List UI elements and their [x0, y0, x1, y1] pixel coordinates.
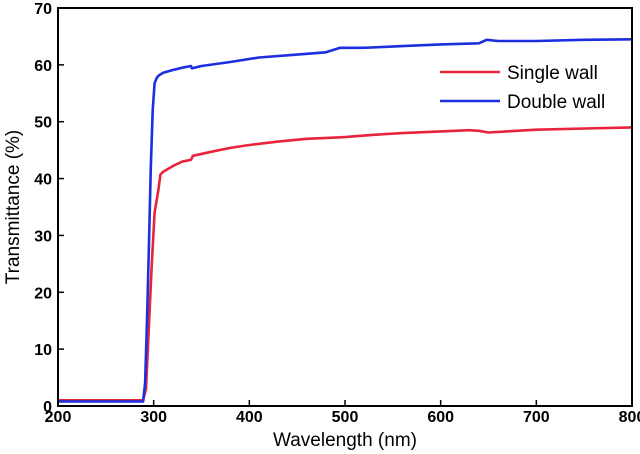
x-axis-title: Wavelength (nm) — [273, 430, 417, 451]
legend: Single wall Double wall — [440, 63, 605, 113]
y-tick-label: 40 — [34, 172, 52, 189]
y-tick-label: 70 — [34, 1, 52, 18]
y-tick-label: 0 — [43, 399, 52, 416]
x-tick-label: 200 — [45, 409, 72, 426]
x-tick-label: 300 — [140, 409, 167, 426]
x-tick-label: 600 — [427, 409, 454, 426]
plot-area — [58, 38, 633, 403]
y-tick-label: 60 — [34, 58, 52, 75]
y-tick-label: 10 — [34, 342, 52, 359]
x-tick-label: 700 — [523, 409, 550, 426]
series-line-single-wall — [58, 126, 633, 402]
series-line-double-wall — [58, 38, 633, 403]
axis-ticks: 200 300 400 500 600 700 800 0 10 20 30 40 50 60 70 — [34, 1, 640, 426]
x-tick-label: 800 — [619, 409, 640, 426]
y-axis-title: Transmittance (%) — [3, 130, 24, 285]
y-tick-label: 30 — [34, 228, 52, 245]
y-tick-label: 50 — [34, 115, 52, 132]
x-tick-label: 400 — [236, 409, 263, 426]
y-tick-label: 20 — [34, 285, 52, 302]
legend-label-double-wall: Double wall — [507, 92, 605, 113]
legend-label-single-wall: Single wall — [507, 63, 598, 84]
x-tick-label: 500 — [332, 409, 359, 426]
